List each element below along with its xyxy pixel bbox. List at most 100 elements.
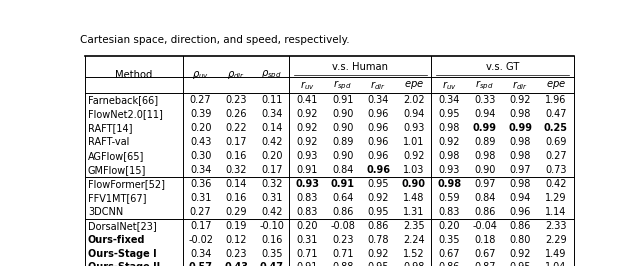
Text: 0.17: 0.17 [190, 221, 211, 231]
Text: 0.34: 0.34 [190, 165, 211, 175]
Text: 2.24: 2.24 [403, 235, 424, 245]
Text: 0.98: 0.98 [437, 179, 461, 189]
Text: 1.96: 1.96 [545, 95, 566, 105]
Text: 0.98: 0.98 [474, 151, 495, 161]
Text: 0.96: 0.96 [366, 165, 390, 175]
Text: DorsalNet[23]: DorsalNet[23] [88, 221, 157, 231]
Text: 0.93: 0.93 [295, 179, 319, 189]
Text: 0.93: 0.93 [403, 123, 424, 133]
Text: 0.27: 0.27 [190, 95, 211, 105]
Text: 0.94: 0.94 [474, 109, 495, 119]
Text: 0.11: 0.11 [261, 95, 282, 105]
Text: 0.12: 0.12 [225, 235, 247, 245]
Text: Ours-Stage I: Ours-Stage I [88, 248, 157, 259]
Text: 0.97: 0.97 [509, 165, 531, 175]
Text: 0.96: 0.96 [367, 151, 389, 161]
Text: 1.04: 1.04 [545, 263, 566, 266]
Text: 0.95: 0.95 [367, 179, 389, 189]
Text: 0.16: 0.16 [261, 235, 282, 245]
Text: 0.34: 0.34 [190, 248, 211, 259]
Text: 0.89: 0.89 [474, 137, 495, 147]
Text: 0.71: 0.71 [332, 248, 353, 259]
Text: 0.42: 0.42 [545, 179, 566, 189]
Text: 0.67: 0.67 [438, 248, 460, 259]
Text: 3DCNN: 3DCNN [88, 207, 123, 217]
Text: 2.02: 2.02 [403, 95, 424, 105]
Text: 0.96: 0.96 [367, 137, 389, 147]
Text: 0.96: 0.96 [367, 123, 389, 133]
Text: Ours-fixed: Ours-fixed [88, 235, 145, 245]
Text: $r_{dir}$: $r_{dir}$ [371, 79, 386, 92]
Text: 0.57: 0.57 [189, 263, 212, 266]
Text: v.s. GT: v.s. GT [486, 62, 519, 72]
Text: 0.92: 0.92 [296, 109, 318, 119]
Text: 0.94: 0.94 [509, 193, 531, 203]
Text: 0.91: 0.91 [332, 95, 353, 105]
Text: 0.27: 0.27 [545, 151, 566, 161]
Text: 0.20: 0.20 [438, 221, 460, 231]
Text: 0.47: 0.47 [545, 109, 566, 119]
Text: 0.86: 0.86 [332, 207, 353, 217]
Text: AGFlow[65]: AGFlow[65] [88, 151, 144, 161]
Text: FlowFormer[52]: FlowFormer[52] [88, 179, 165, 189]
Text: 0.20: 0.20 [296, 221, 318, 231]
Text: 0.35: 0.35 [438, 235, 460, 245]
Text: 0.32: 0.32 [225, 165, 247, 175]
Text: v.s. Human: v.s. Human [332, 62, 388, 72]
Text: 0.43: 0.43 [224, 263, 248, 266]
Text: 0.20: 0.20 [261, 151, 282, 161]
Text: 0.41: 0.41 [296, 95, 318, 105]
Text: 0.17: 0.17 [261, 165, 282, 175]
Text: $r_{spd}$: $r_{spd}$ [333, 78, 352, 92]
Text: $\rho_{dir}$: $\rho_{dir}$ [227, 69, 245, 81]
Text: 0.95: 0.95 [367, 207, 389, 217]
Text: FlowNet2.0[11]: FlowNet2.0[11] [88, 109, 163, 119]
Text: 0.33: 0.33 [474, 95, 495, 105]
Text: $r_{uv}$: $r_{uv}$ [300, 79, 315, 92]
Text: RAFT-val: RAFT-val [88, 137, 129, 147]
Text: Farneback[66]: Farneback[66] [88, 95, 158, 105]
Text: 0.14: 0.14 [225, 179, 247, 189]
Text: $epe$: $epe$ [546, 79, 566, 91]
Text: $r_{spd}$: $r_{spd}$ [476, 78, 494, 92]
Text: 0.89: 0.89 [332, 137, 353, 147]
Text: 1.48: 1.48 [403, 193, 424, 203]
Text: 1.52: 1.52 [403, 248, 424, 259]
Text: -0.04: -0.04 [472, 221, 497, 231]
Text: 1.29: 1.29 [545, 193, 566, 203]
Text: 1.31: 1.31 [403, 207, 424, 217]
Text: 2.33: 2.33 [545, 221, 566, 231]
Text: 0.73: 0.73 [545, 165, 566, 175]
Text: 0.87: 0.87 [474, 263, 495, 266]
Text: 0.86: 0.86 [438, 263, 460, 266]
Text: 0.93: 0.93 [438, 165, 460, 175]
Text: 0.67: 0.67 [474, 248, 495, 259]
Text: 2.29: 2.29 [545, 235, 566, 245]
Text: 0.98: 0.98 [438, 151, 460, 161]
Text: Method: Method [115, 70, 152, 80]
Text: 0.88: 0.88 [332, 263, 353, 266]
Text: 0.92: 0.92 [296, 137, 318, 147]
Text: $r_{dir}$: $r_{dir}$ [513, 79, 528, 92]
Text: 0.30: 0.30 [190, 151, 211, 161]
Text: 0.98: 0.98 [403, 263, 424, 266]
Text: 0.69: 0.69 [545, 137, 566, 147]
Text: 0.93: 0.93 [296, 151, 318, 161]
Text: FFV1MT[67]: FFV1MT[67] [88, 193, 147, 203]
Text: 0.95: 0.95 [367, 263, 389, 266]
Text: 0.16: 0.16 [225, 151, 247, 161]
Text: 0.14: 0.14 [261, 123, 282, 133]
Text: 0.90: 0.90 [332, 109, 353, 119]
Text: 0.83: 0.83 [438, 207, 460, 217]
Text: 0.84: 0.84 [332, 165, 353, 175]
Text: 0.23: 0.23 [225, 95, 247, 105]
Text: 0.16: 0.16 [225, 193, 247, 203]
Text: 0.86: 0.86 [474, 207, 495, 217]
Text: 0.92: 0.92 [438, 137, 460, 147]
Text: 0.90: 0.90 [402, 179, 426, 189]
Text: 0.91: 0.91 [296, 165, 318, 175]
Text: 0.90: 0.90 [474, 165, 495, 175]
Text: 1.49: 1.49 [545, 248, 566, 259]
Text: Cartesian space, direction, and speed, respectively.: Cartesian space, direction, and speed, r… [80, 35, 349, 45]
Text: GMFlow[15]: GMFlow[15] [88, 165, 147, 175]
